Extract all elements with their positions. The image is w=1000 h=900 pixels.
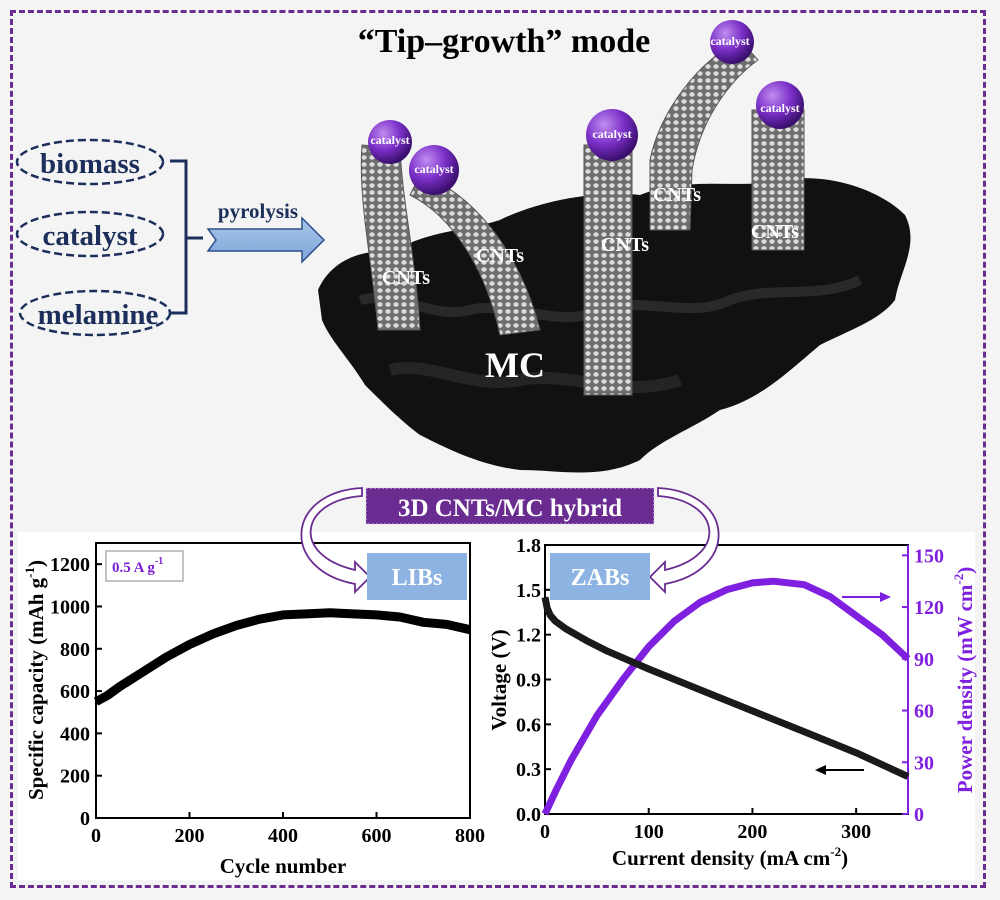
cnt-label: CNTs: [653, 184, 701, 206]
rate-annotation-sup: -1: [155, 556, 163, 567]
y2-tick-label: 0: [914, 804, 924, 826]
y2-axis-label-sup: -2: [951, 574, 966, 585]
y-tick-label: 1.5: [516, 580, 541, 602]
hybrid-label-box: 3D CNTs/MC hybrid: [365, 487, 655, 525]
cnt-label: CNTs: [751, 221, 799, 243]
voltage-axis-arrow: [815, 765, 864, 775]
catalyst-particle: [710, 20, 754, 64]
rate-annotation-box: 0.5 A g-1: [105, 550, 184, 582]
catalyst-particle: [409, 145, 459, 195]
cnt-tube-4: catalyst CNTs: [649, 20, 759, 231]
libs-chart: 0 200 400 600 800 1000 1200 0 200 400 600 800 0.5 …: [22, 542, 485, 878]
y-tick-label: 0.6: [516, 714, 541, 736]
catalyst-label: catalyst: [370, 133, 409, 147]
y-tick-label: 0.3: [516, 759, 541, 781]
cnt-tube-1: catalyst CNTs: [360, 120, 430, 331]
y2-axis-label-main: Power density (mW cm: [953, 584, 977, 793]
pyrolysis-arrow: [206, 216, 326, 264]
title: “Tip–growth” mode: [358, 23, 651, 60]
bracket: [170, 159, 203, 315]
substrate-label: MC: [485, 345, 545, 385]
y-axis-label: Specific capacity (mAh g-1): [22, 560, 48, 800]
cnt-tube-5: catalyst CNTs: [751, 81, 805, 251]
precursor-label: catalyst: [42, 220, 137, 252]
cnt-label: CNTs: [382, 267, 430, 289]
x-tick-label: 600: [362, 825, 392, 847]
y-tick-label: 1.2: [516, 625, 541, 647]
x-axis-label-end: ): [841, 846, 848, 870]
x-axis-label-sup: -2: [830, 844, 841, 859]
y-tick-label: 0.9: [516, 670, 541, 692]
x-tick-label: 0: [91, 825, 101, 847]
x-tick-label: 100: [634, 821, 664, 843]
y2-tick-label: 90: [914, 649, 934, 671]
y-tick-label: 1000: [50, 596, 90, 618]
y2-axis-label: Power density (mW cm-2): [951, 567, 977, 793]
catalyst-label: catalyst: [592, 127, 631, 141]
y2-tick-label: 60: [914, 701, 934, 723]
x-axis-label: Cycle number: [220, 854, 347, 878]
precursor-melamine: melamine: [18, 289, 172, 337]
catalyst-label: catalyst: [760, 101, 799, 115]
x-tick-label: 400: [268, 825, 298, 847]
curved-arrow-to-zabs: [648, 487, 720, 595]
y-axis-label-end: ): [24, 560, 48, 567]
x-tick-label: 800: [455, 825, 485, 847]
catalyst-label: catalyst: [710, 34, 749, 48]
y-tick-label: 800: [60, 639, 90, 661]
y2-tick-label: 150: [914, 545, 944, 567]
cnt-tube-2: catalyst CNTs: [409, 145, 541, 336]
precursor-catalyst: catalyst: [15, 210, 165, 258]
app-label: ZABs: [571, 565, 630, 591]
y2-axis-label-end: ): [953, 567, 977, 574]
voltage-series-line: [541, 596, 910, 780]
precursor-label: melamine: [38, 299, 159, 331]
cnt-label: CNTs: [601, 234, 649, 256]
y-tick-label: 200: [60, 766, 90, 788]
catalyst-label: catalyst: [414, 162, 453, 176]
x-tick-label: 200: [175, 825, 205, 847]
app-box-zabs: ZABs: [550, 553, 650, 600]
curved-arrow-to-libs: [300, 487, 372, 595]
power-axis-arrow: [842, 592, 891, 602]
y-tick-label: 0.0: [516, 804, 541, 826]
y2-tick-label: 120: [914, 597, 944, 619]
x-tick-label: 0: [540, 821, 550, 843]
y-tick-label: 1.8: [516, 535, 541, 557]
catalyst-particle: [586, 109, 638, 161]
y-tick-label: 400: [60, 723, 90, 745]
process-label: pyrolysis: [218, 199, 298, 223]
y2-tick-label: 30: [914, 752, 934, 774]
y-axis-label-main: Specific capacity (mAh g: [24, 577, 48, 800]
y-axis-label-sup: -1: [22, 567, 37, 578]
app-label: LIBs: [392, 565, 443, 591]
capacity-series-line: [93, 608, 471, 706]
dashed-frame: [10, 10, 986, 888]
cnt-label: CNTs: [476, 245, 524, 267]
app-box-libs: LIBs: [367, 553, 467, 600]
hybrid-label: 3D CNTs/MC hybrid: [398, 495, 622, 522]
x-tick-label: 300: [841, 821, 871, 843]
cnt-tube-3: catalyst CNTs: [583, 109, 649, 396]
rate-annotation: 0.5 A g: [112, 560, 155, 576]
precursor-biomass: biomass: [15, 138, 165, 186]
catalyst-particle: [756, 81, 804, 129]
x-axis-label: Current density (mA cm-2): [612, 844, 848, 870]
svg-text:0.5 A g-1: 0.5 A g-1: [112, 556, 163, 576]
y-tick-label: 0: [80, 808, 90, 830]
power-density-series-line: [541, 577, 911, 816]
precursor-label: biomass: [40, 148, 140, 180]
x-tick-label: 200: [737, 821, 767, 843]
catalyst-particle: [368, 120, 412, 164]
y-tick-label: 600: [60, 681, 90, 703]
plot-area: [95, 542, 471, 819]
x-axis-label-main: Current density (mA cm: [612, 846, 831, 870]
y-tick-label: 1200: [50, 554, 90, 576]
y-axis-label: Voltage (V): [487, 629, 511, 730]
